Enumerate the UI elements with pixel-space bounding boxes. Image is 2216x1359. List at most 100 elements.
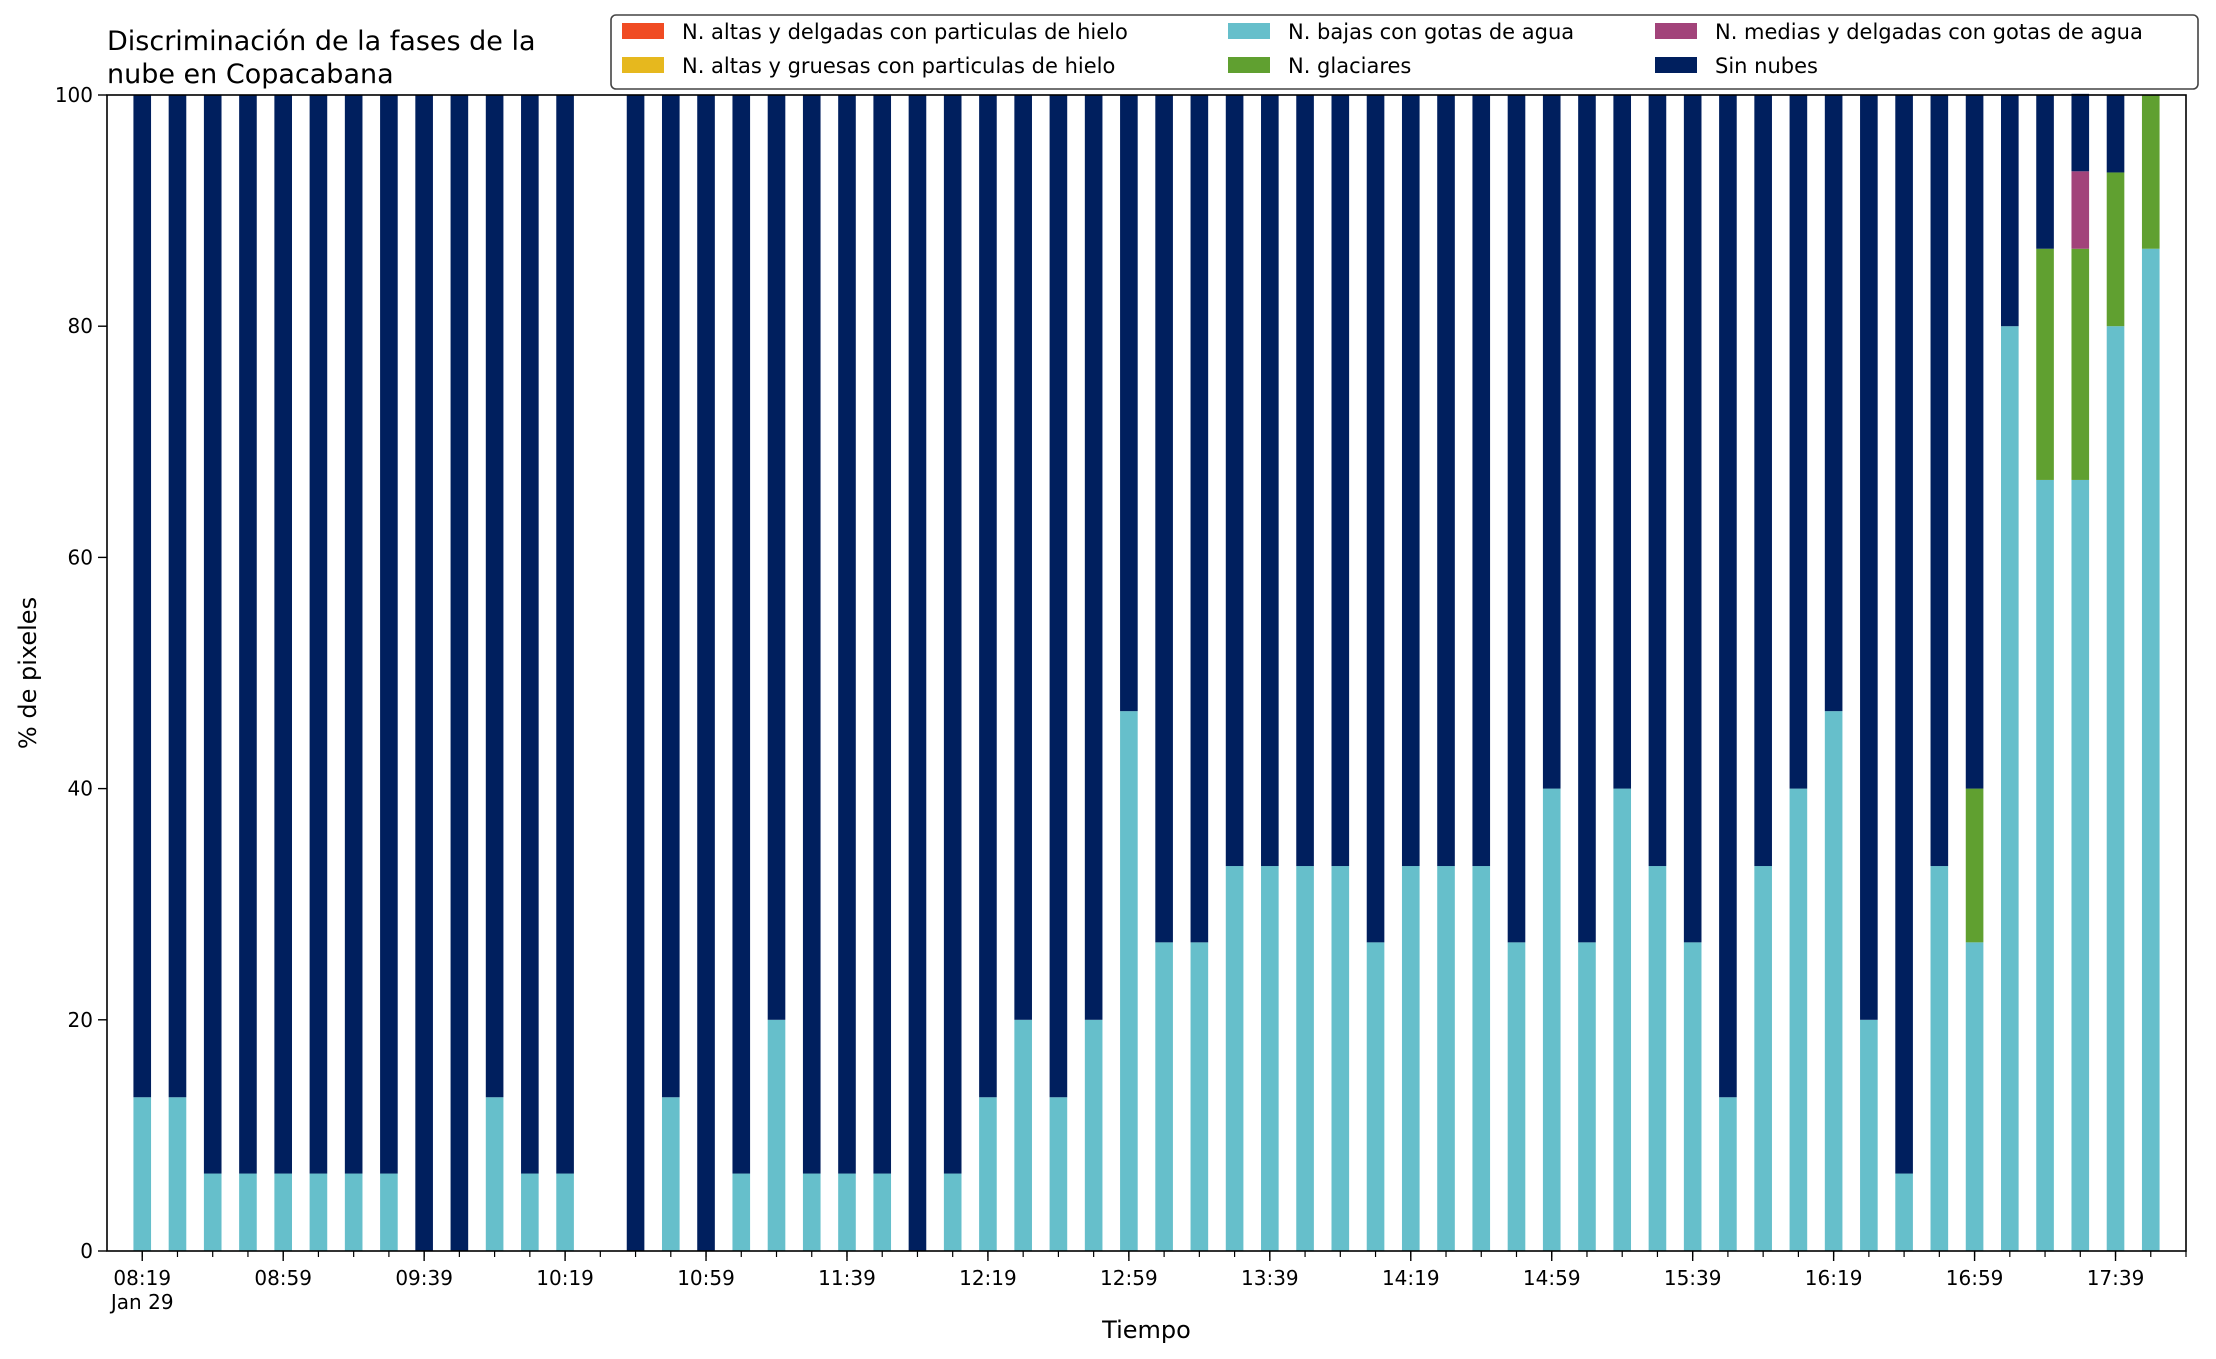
bar-segment-10:09-series-5 — [521, 95, 539, 1174]
bar-segment-09:59-series-5 — [485, 95, 504, 1098]
legend-label-1: N. altas y gruesas con particulas de hie… — [682, 54, 1115, 78]
bar-segment-10:19-series-2 — [556, 1173, 574, 1251]
bar-segment-17:29-series-5 — [2071, 93, 2090, 172]
y-tick-label-80: 80 — [68, 314, 93, 338]
bar-segment-15:59-series-2 — [1754, 866, 1772, 1251]
bar-segment-17:29-series-3 — [2071, 248, 2090, 480]
bar-segment-14:59-series-5 — [1542, 95, 1561, 789]
bar-segment-10:09-series-2 — [521, 1173, 539, 1251]
bar-segment-11:19-series-2 — [767, 1019, 786, 1251]
bar-segment-13:29-series-5 — [1225, 95, 1244, 867]
x-tick-label-10:59: 10:59 — [677, 1266, 735, 1290]
bar-segment-17:49-series-3 — [2141, 95, 2160, 249]
bar-segment-12:59-series-2 — [1120, 711, 1138, 1251]
y-tick-label-0: 0 — [80, 1239, 93, 1263]
bar-segment-09:19-series-5 — [344, 95, 363, 1174]
bar-segment-15:29-series-2 — [1648, 866, 1667, 1251]
bar-segment-14:19-series-5 — [1401, 95, 1420, 867]
legend-label-4: N. medias y delgadas con gotas de agua — [1715, 20, 2143, 44]
bar-segment-10:49-series-5 — [661, 95, 680, 1098]
legend: N. altas y delgadas con particulas de hi… — [610, 14, 2199, 90]
bar-segment-12:39-series-2 — [1049, 1097, 1068, 1251]
bar-segment-13:39-series-5 — [1261, 95, 1279, 867]
legend-swatch-5 — [1655, 57, 1697, 73]
bar-segment-11:49-series-5 — [873, 95, 892, 1174]
bar-segment-11:29-series-2 — [802, 1173, 821, 1251]
bar-segment-16:59-series-3 — [1965, 788, 1984, 943]
bar-segment-11:59-series-5 — [908, 95, 927, 1251]
bar-segment-13:09-series-5 — [1155, 95, 1173, 943]
bar-segment-09:29-series-2 — [380, 1173, 398, 1251]
bar-segment-14:29-series-5 — [1437, 95, 1455, 867]
x-tick-label-15:39: 15:39 — [1664, 1266, 1722, 1290]
bar-segment-13:19-series-5 — [1190, 95, 1209, 943]
bar-segment-16:19-series-2 — [1824, 711, 1843, 1251]
bar-segment-16:39-series-5 — [1895, 95, 1913, 1174]
bar-segment-17:29-series-2 — [2071, 479, 2090, 1251]
bar-segment-15:39-series-2 — [1683, 942, 1702, 1251]
bar-segment-12:29-series-2 — [1014, 1019, 1032, 1251]
chart-title-line-1: Discriminación de la fases de la — [107, 26, 536, 57]
legend-label-3: N. glaciares — [1288, 54, 1411, 78]
x-tick-label-09:39: 09:39 — [395, 1266, 453, 1290]
bar-segment-08:19-series-2 — [133, 1097, 152, 1251]
bar-segment-15:59-series-5 — [1754, 95, 1772, 867]
bar-segment-08:59-series-5 — [274, 95, 292, 1174]
y-tick-label-20: 20 — [68, 1008, 93, 1032]
bar-segment-13:59-series-2 — [1331, 866, 1350, 1251]
bar-segment-16:09-series-2 — [1789, 788, 1808, 1251]
bar-segment-14:59-series-2 — [1542, 788, 1561, 1251]
bar-segment-12:09-series-2 — [943, 1173, 962, 1251]
y-tick-label-100: 100 — [55, 83, 93, 107]
bar-segment-08:49-series-5 — [239, 95, 257, 1174]
bar-segment-14:09-series-2 — [1366, 942, 1385, 1251]
bar-segment-09:09-series-2 — [309, 1173, 328, 1251]
bar-segment-16:49-series-2 — [1930, 866, 1949, 1251]
bar-segment-17:09-series-2 — [2001, 326, 2019, 1251]
x-tick-label-12:59: 12:59 — [1100, 1266, 1158, 1290]
x-tick-label-14:19: 14:19 — [1382, 1266, 1440, 1290]
bar-segment-12:49-series-5 — [1084, 95, 1103, 1020]
legend-swatch-1 — [622, 57, 664, 73]
axes-layer — [106, 94, 2187, 1252]
bar-segment-16:49-series-5 — [1930, 95, 1949, 867]
chart-title-line-2: nube en Copacabana — [107, 59, 394, 90]
x-axis-label: Tiempo — [1101, 1316, 1191, 1344]
x-date-sublabel: Jan 29 — [109, 1290, 174, 1314]
legend-swatch-0 — [622, 23, 664, 39]
bar-segment-17:49-series-2 — [2141, 248, 2160, 1252]
bar-segment-08:29-series-2 — [168, 1097, 187, 1251]
bar-segment-14:39-series-2 — [1472, 866, 1491, 1251]
bar-segment-09:49-series-5 — [450, 95, 469, 1251]
legend-swatch-4 — [1655, 23, 1697, 39]
bar-segment-16:59-series-2 — [1965, 942, 1984, 1251]
bar-segment-12:19-series-5 — [979, 95, 997, 1098]
bar-segment-16:19-series-5 — [1824, 95, 1843, 712]
bar-segment-17:39-series-2 — [2106, 326, 2125, 1251]
bar-segment-17:39-series-5 — [2106, 95, 2125, 173]
bar-segment-12:19-series-2 — [979, 1097, 997, 1251]
bar-segment-11:39-series-2 — [838, 1173, 856, 1251]
bar-segment-08:29-series-5 — [168, 95, 187, 1098]
y-tick-label-60: 60 — [68, 545, 93, 569]
bar-segment-17:19-series-3 — [2036, 248, 2054, 480]
legend-label-5: Sin nubes — [1715, 54, 1818, 78]
bar-segment-14:39-series-5 — [1472, 95, 1491, 867]
bar-segment-14:49-series-2 — [1507, 942, 1526, 1251]
bar-segment-09:29-series-5 — [380, 95, 398, 1174]
bar-segment-11:19-series-5 — [767, 95, 786, 1020]
bar-segment-13:09-series-2 — [1155, 942, 1173, 1251]
x-tick-label-14:59: 14:59 — [1523, 1266, 1581, 1290]
bar-segment-17:39-series-3 — [2106, 172, 2125, 327]
bar-segment-12:09-series-5 — [943, 95, 962, 1174]
bar-layer — [133, 93, 2160, 1252]
bar-segment-14:29-series-2 — [1437, 866, 1455, 1251]
bar-segment-13:49-series-5 — [1296, 95, 1314, 867]
bar-segment-10:19-series-5 — [556, 95, 574, 1174]
bar-segment-08:59-series-2 — [274, 1173, 292, 1251]
bar-segment-10:39-series-5 — [626, 95, 645, 1251]
bar-segment-11:09-series-5 — [732, 95, 751, 1174]
bar-segment-15:49-series-5 — [1719, 95, 1737, 1098]
bar-segment-15:19-series-5 — [1613, 95, 1632, 789]
bar-segment-16:09-series-5 — [1789, 95, 1808, 789]
